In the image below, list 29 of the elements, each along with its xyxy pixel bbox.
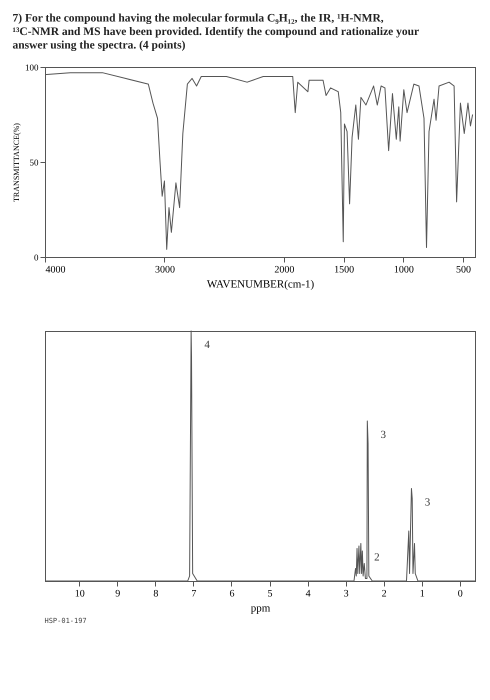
y-axis-title: TRANSMITTANCE(%) [12, 122, 21, 202]
x-tick-label: 4 [306, 588, 311, 600]
x-axis-title: ppm [250, 602, 271, 614]
y-tick-label: 50 [30, 158, 39, 168]
y-tick-label: 0 [34, 252, 39, 262]
line-series [44, 72, 474, 250]
x-tick-label: 3 [344, 588, 349, 600]
x-tick-label: 4000 [46, 264, 66, 276]
x-tick-label: 3000 [154, 264, 175, 276]
x-tick-label: 1 [420, 588, 425, 600]
x-tick-label: 7 [191, 588, 196, 600]
x-tick-label: 2 [382, 588, 387, 600]
chart-title: 7) For the compound having the molecular formula C₉H₁₂, the IR, ¹H-NMR, ¹³C-NMR and MS have been provided. Identify the compound and rationalize your answer using the spectra. (4 points) [12, 12, 420, 52]
x-tick-label: 10 [74, 588, 85, 600]
x-tick-label: 8 [153, 588, 158, 600]
x-tick-label: 5 [268, 588, 273, 600]
annotation: 3 [424, 496, 431, 508]
x-tick-label: 1000 [394, 264, 414, 276]
annotation: 3 [380, 429, 387, 441]
x-tick-label: 6 [229, 588, 234, 600]
annotation: 4 [204, 339, 210, 351]
annotation: 2 [374, 552, 380, 564]
x-tick-label: 1500 [334, 264, 354, 276]
x-tick-label: 0 [458, 588, 463, 600]
x-tick-label: 9 [115, 588, 120, 600]
x-tick-label: 2000 [274, 264, 294, 276]
x-tick-label: 500 [456, 264, 472, 276]
y-tick-label: 100 [25, 62, 39, 72]
x-axis-title: WAVENUMBER(cm-1) [206, 278, 315, 290]
